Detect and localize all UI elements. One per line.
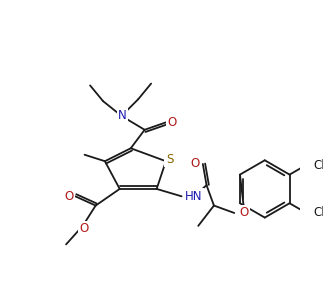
Text: O: O xyxy=(239,206,248,219)
Text: HN: HN xyxy=(185,190,203,203)
Text: Cl: Cl xyxy=(313,206,323,219)
Text: O: O xyxy=(64,190,73,203)
Text: O: O xyxy=(168,116,177,129)
Text: Cl: Cl xyxy=(313,159,323,172)
Text: N: N xyxy=(118,109,127,122)
Text: O: O xyxy=(191,157,200,170)
Text: S: S xyxy=(166,153,173,166)
Text: O: O xyxy=(79,222,88,235)
